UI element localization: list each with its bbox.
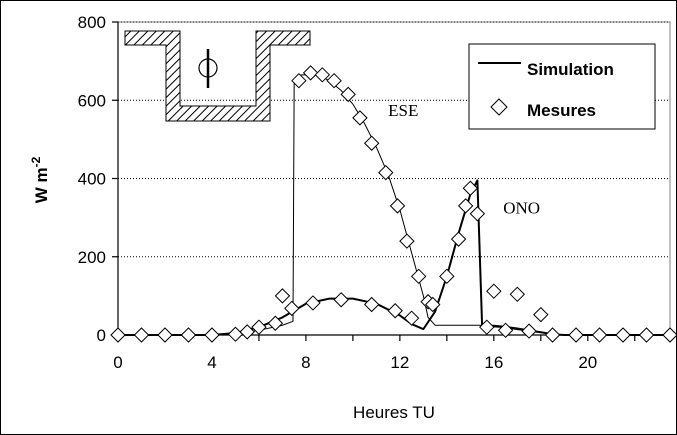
street-section-icon [124, 30, 311, 122]
marker-ono-17 [439, 268, 455, 285]
marker-ese-6 [363, 135, 380, 151]
x-tick-label-2: 8 [301, 353, 310, 372]
marker-ono-19 [457, 198, 474, 214]
marker-ono-23 [486, 283, 502, 299]
marker-ono-0 [110, 327, 126, 343]
marker-ono-12 [333, 292, 349, 308]
marker-ono-26 [521, 323, 537, 339]
x-tick-labels: 0 4 8 12 16 20 [113, 353, 597, 372]
marker-ese-9 [399, 233, 415, 249]
marker-ono-29 [568, 327, 584, 343]
marker-ono-13 [363, 296, 380, 313]
x-tick-label-4: 16 [484, 353, 503, 372]
marker-ono-14 [387, 303, 403, 319]
y-tick-label-1: 200 [78, 248, 106, 267]
y-axis-title-main: W m [32, 167, 51, 203]
y-tick-labels: 0 200 400 600 800 [78, 13, 106, 345]
marker-ono-22 [479, 319, 495, 335]
marker-ono-31 [615, 327, 631, 343]
marker-ono-20 [462, 180, 479, 196]
x-tick-label-3: 12 [390, 353, 409, 372]
marker-ono-6 [239, 324, 255, 340]
x-tick-label-1: 4 [207, 353, 216, 372]
y-tick-label-2: 400 [78, 170, 106, 189]
marker-ono-9 [274, 288, 291, 304]
marker-ese-7 [378, 164, 394, 181]
y-tick-label-4: 800 [78, 13, 106, 32]
x-axis-title: Heures TU [353, 403, 435, 422]
x-tick-label-0: 0 [113, 353, 122, 372]
y-axis-title-exponent: -2 [29, 156, 43, 167]
marker-ono-27 [533, 306, 549, 323]
marker-ono-21 [469, 206, 486, 222]
marker-ese-0 [291, 72, 307, 89]
svg-text:W m-2: W m-2 [29, 156, 51, 203]
legend-label-mesures: Mesures [527, 101, 596, 120]
legend: Simulation Mesures [468, 43, 656, 130]
y-axis-title: W m-2 [29, 156, 51, 203]
legend-box [468, 43, 656, 130]
marker-ono-33 [662, 327, 677, 343]
marker-ono-11 [305, 295, 321, 311]
marker-ono-16 [425, 296, 441, 313]
annotation-ono: ONO [503, 199, 540, 218]
measure-markers [110, 65, 677, 343]
annotation-ese: ESE [388, 101, 418, 120]
marker-ono-10 [284, 300, 300, 317]
marker-ese-3 [326, 72, 342, 89]
marker-ono-3 [180, 327, 197, 343]
marker-ese-5 [352, 110, 368, 126]
marker-ono-32 [638, 327, 655, 343]
marker-ono-25 [509, 286, 526, 303]
marker-ono-30 [591, 327, 608, 343]
marker-ono-24 [497, 322, 514, 339]
marker-ese-4 [340, 86, 356, 103]
marker-ono-18 [450, 231, 467, 247]
marker-ono-2 [157, 327, 173, 343]
marker-ono-1 [133, 327, 150, 343]
legend-diamond-marker [490, 98, 508, 116]
marker-ono-4 [204, 327, 220, 343]
marker-ese-2 [314, 67, 331, 83]
marker-ono-15 [403, 310, 420, 326]
y-tick-label-3: 600 [78, 91, 106, 110]
marker-ono-5 [227, 326, 244, 342]
marker-ono-28 [544, 327, 561, 343]
marker-ono-7 [251, 319, 267, 335]
marker-ese-8 [389, 198, 406, 214]
marker-ese-1 [302, 65, 319, 81]
legend-label-simulation: Simulation [527, 60, 614, 79]
x-tick-label-5: 20 [578, 353, 597, 372]
marker-ono-8 [267, 315, 284, 331]
y-tick-label-0: 0 [97, 326, 106, 345]
marker-ese-10 [410, 268, 427, 285]
